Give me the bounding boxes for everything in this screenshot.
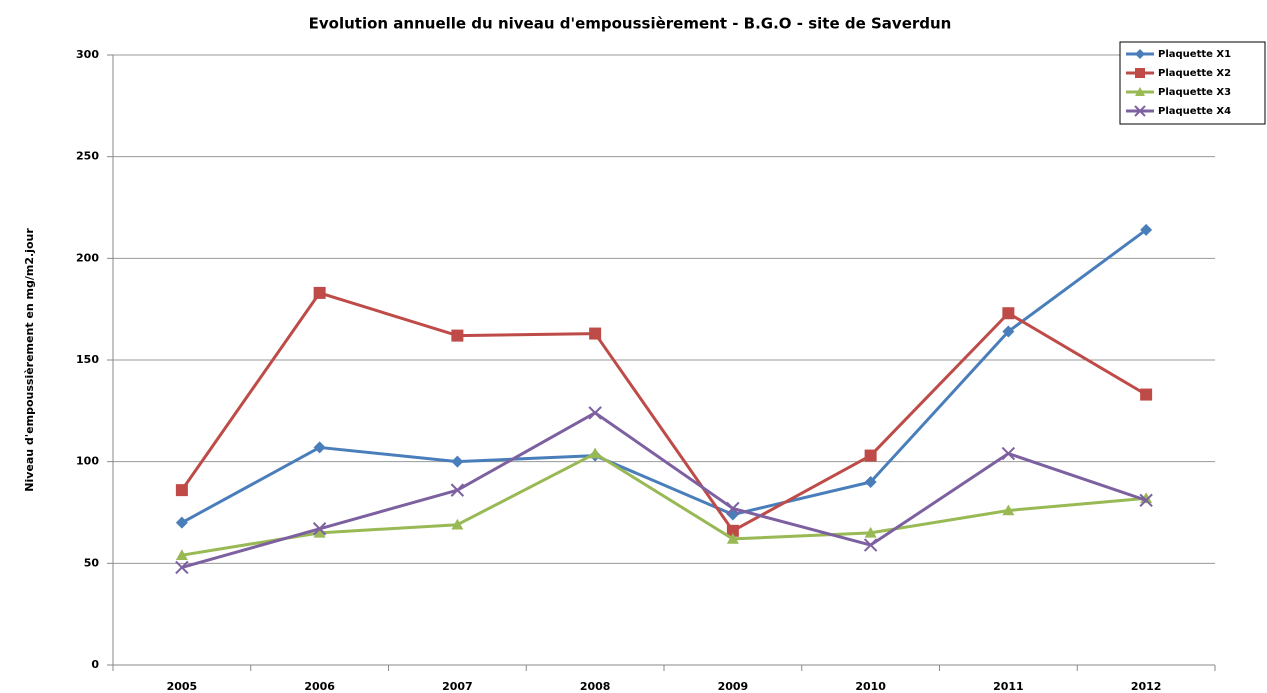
data-point (175, 484, 188, 497)
x-tick-label: 2007 (442, 680, 473, 693)
data-point (1002, 325, 1015, 338)
data-point (726, 532, 739, 544)
data-point (451, 455, 464, 468)
legend-marker (1135, 87, 1145, 96)
data-point (863, 538, 878, 552)
data-point (864, 526, 877, 538)
x-tick-label: 2006 (304, 680, 335, 693)
data-point (726, 501, 740, 516)
data-point (864, 449, 877, 462)
data-point (1139, 493, 1153, 508)
x-tick-label: 2012 (1131, 680, 1162, 693)
data-point (1140, 388, 1153, 401)
data-point (589, 447, 602, 459)
legend-label: Plaquette X3 (1158, 87, 1231, 98)
data-point (726, 524, 739, 537)
legend-label: Plaquette X4 (1158, 106, 1231, 117)
y-tick-label: 300 (76, 48, 99, 61)
data-point (450, 483, 465, 497)
legend-label: Plaquette X1 (1158, 49, 1231, 60)
data-point (1001, 446, 1016, 461)
legend-label: Plaquette X2 (1158, 68, 1231, 79)
series-line (181, 228, 1148, 524)
x-tick-label: 2005 (167, 680, 198, 693)
y-tick-label: 200 (76, 251, 99, 264)
series-line (181, 452, 1147, 557)
data-point (451, 518, 464, 530)
x-tick-label: 2009 (718, 680, 749, 693)
data-point (588, 406, 602, 420)
y-tick-label: 0 (91, 658, 99, 671)
data-point (175, 560, 189, 575)
legend-marker (1135, 49, 1145, 59)
data-point (313, 526, 326, 538)
y-tick-label: 150 (76, 353, 99, 366)
data-point (313, 441, 326, 454)
chart-title: Evolution annuelle du niveau d'empoussiè… (309, 15, 952, 33)
series-line (180, 291, 1147, 533)
legend-marker (1134, 105, 1146, 117)
data-point (175, 549, 188, 560)
data-point (312, 522, 327, 536)
series-line (181, 411, 1147, 569)
x-tick-label: 2008 (580, 680, 611, 693)
data-point (864, 476, 877, 488)
data-point (313, 286, 326, 299)
data-point (175, 516, 188, 529)
x-tick-label: 2011 (993, 680, 1024, 693)
legend-marker (1135, 68, 1145, 78)
data-point (1140, 223, 1153, 236)
data-point (1002, 307, 1015, 320)
y-tick-label: 100 (76, 455, 99, 468)
data-point (589, 327, 602, 340)
x-tick-label: 2010 (855, 680, 886, 693)
data-point (1002, 504, 1015, 516)
y-axis-label: Niveau d'empoussièrement en mg/m2.jour (23, 228, 36, 492)
y-tick-label: 250 (76, 150, 99, 163)
data-point (451, 329, 464, 342)
y-tick-label: 50 (84, 556, 100, 569)
